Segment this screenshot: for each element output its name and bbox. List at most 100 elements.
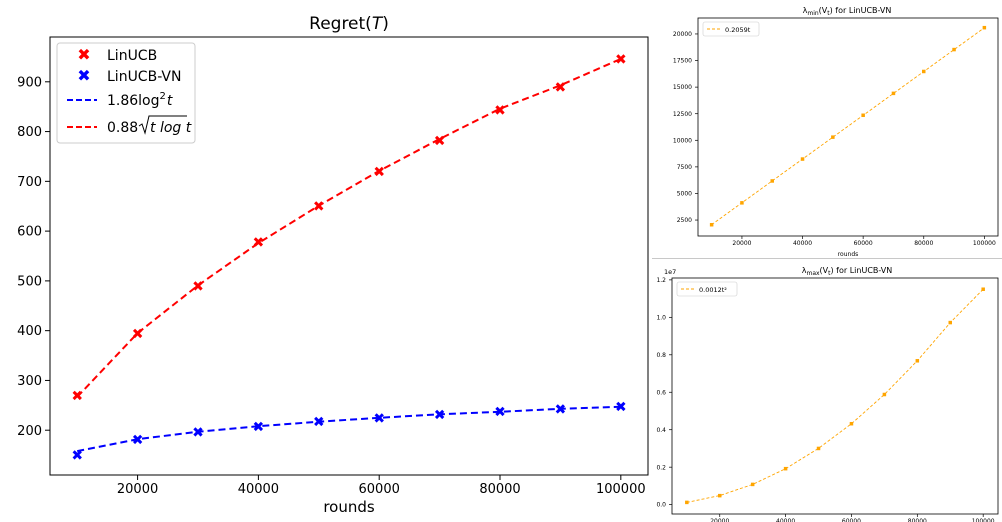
y-tick-label: 7500 <box>677 164 692 171</box>
y-tick-label: 500 <box>17 274 42 289</box>
y-tick-label: 1.0 <box>656 314 666 321</box>
x-tick-label: 60000 <box>359 482 400 497</box>
x-tick-label: 60000 <box>842 518 861 522</box>
data-point-square-marker <box>915 359 920 363</box>
y-tick-label: 900 <box>17 75 42 90</box>
x-tick-label: 40000 <box>238 482 279 497</box>
data-point-x-marker: ✖ <box>555 80 567 96</box>
data-point-square-marker <box>948 320 953 325</box>
legend-box <box>676 281 738 297</box>
lambda-min-chart: λmin(Vt) for LinUCB-VN 20000 40000 60000 80… <box>673 6 999 258</box>
data-point-square-marker <box>882 392 887 397</box>
data-point-x-marker: ✖ <box>132 327 144 343</box>
legend-label-radicand: t log t <box>150 120 192 136</box>
legend-marker-x-icon: ✖ <box>77 66 90 85</box>
data-point-square-marker <box>770 179 774 183</box>
y-tick-label: 20000 <box>673 31 692 38</box>
data-point-x-marker: ✖ <box>192 279 204 295</box>
x-axis-label: rounds <box>838 251 859 258</box>
plot-area: 20000 40000 60000 80000 100000 0.0 0.2 0.4 0.6 0.… <box>656 277 994 522</box>
legend-label: LinUCB-VN <box>107 69 181 85</box>
x-tick-label: 100000 <box>972 518 995 522</box>
lambda-max-chart: λmax(Vt) for LinUCB-VN 1e7 20000 40000 600… <box>656 266 999 522</box>
data-point-square-marker <box>849 421 854 426</box>
y-tick-label: 0.6 <box>656 389 666 396</box>
y-tick-label: 700 <box>17 175 42 190</box>
data-point-square-marker <box>861 113 865 118</box>
data-point-square-marker <box>922 69 926 74</box>
chart-title: λmax(Vt) for LinUCB-VN <box>802 266 893 277</box>
plot-frame <box>49 36 649 476</box>
chart-title: λmin(Vt) for LinUCB-VN <box>803 6 892 17</box>
legend-label-coef: 0.88 <box>107 120 138 136</box>
y-tick-label: 300 <box>17 374 42 389</box>
data-point-square-marker <box>717 493 722 498</box>
y-tick-label: 15000 <box>673 84 692 91</box>
plot-area: 20000 40000 60000 80000 100000 200 300 400 500 60… <box>17 52 645 497</box>
data-point-x-marker: ✖ <box>253 235 265 251</box>
data-point-square-marker <box>952 47 956 52</box>
y-tick-label: 0.4 <box>656 427 666 434</box>
data-point-square-marker <box>800 157 805 161</box>
data-point-x-marker: ✖ <box>555 402 567 418</box>
x-tick-label: 20000 <box>732 240 751 247</box>
data-point-square-marker <box>783 466 788 471</box>
x-tick-label: 40000 <box>793 240 812 247</box>
legend-label: 0.2059t <box>725 26 751 34</box>
data-point-x-marker: ✖ <box>373 411 385 427</box>
data-point-x-marker: ✖ <box>615 52 627 68</box>
legend-label: 1.86log2t <box>107 91 173 109</box>
y-tick-label: 2500 <box>677 217 692 224</box>
regret-chart: Regret(T) 20000 40000 60000 80000 100000 200 3… <box>17 14 649 516</box>
legend-entry-linucb: ✖ LinUCB <box>77 45 157 64</box>
y-tick-label: 0.0 <box>656 502 666 509</box>
x-tick-label: 20000 <box>117 482 158 497</box>
x-tick-label: 80000 <box>914 240 933 247</box>
series-line <box>77 405 621 453</box>
legend-entry-linucb-vn: ✖ LinUCB-VN <box>77 66 181 85</box>
data-point-x-marker: ✖ <box>615 399 627 415</box>
legend: 0.2059t <box>702 21 760 37</box>
y-tick-label: 200 <box>17 424 42 439</box>
legend-box <box>56 42 196 144</box>
data-point-square-marker <box>982 25 987 30</box>
data-point-x-marker: ✖ <box>71 448 83 464</box>
y-tick-label: 10000 <box>673 137 692 144</box>
legend-label: 0.0012t² <box>699 286 727 294</box>
data-point-x-marker: ✖ <box>253 419 265 435</box>
legend-entry-log-squared: 1.86log2t <box>67 91 173 109</box>
x-tick-label: 80000 <box>479 482 520 497</box>
series-line <box>76 57 622 398</box>
data-point-x-marker: ✖ <box>434 407 446 423</box>
x-axis-label: rounds <box>323 498 375 516</box>
panel-separator <box>652 258 1002 259</box>
data-point-square-marker <box>891 91 896 96</box>
data-point-square-marker <box>709 222 714 227</box>
y-tick-label: 0.2 <box>656 464 666 471</box>
x-tick-label: 40000 <box>776 518 795 522</box>
legend: 0.0012t² <box>676 281 738 297</box>
y-tick-label: 12500 <box>673 111 692 118</box>
y-offset-label: 1e7 <box>664 268 676 276</box>
legend-entry-sqrt: 0.88 t log t <box>67 115 192 136</box>
legend-marker-x-icon: ✖ <box>77 45 90 64</box>
data-point-square-marker <box>685 500 689 505</box>
data-point-x-marker: ✖ <box>494 404 506 420</box>
data-point-square-marker <box>981 287 985 291</box>
data-point-square-marker <box>750 482 755 487</box>
legend: ✖ LinUCB ✖ LinUCB-VN 1.86log2t 0.88 t lo… <box>56 42 196 144</box>
sqrt-sign-icon <box>138 115 187 135</box>
x-tick-label: 20000 <box>710 518 729 522</box>
legend-label: LinUCB <box>107 48 157 64</box>
plot-area: 20000 40000 60000 80000 100000 2500 5000 7500 10… <box>673 25 996 247</box>
chart-title: Regret(T) <box>309 14 389 34</box>
data-point-x-marker: ✖ <box>192 425 204 441</box>
series-line <box>686 288 984 503</box>
y-tick-label: 5000 <box>677 191 692 198</box>
data-point-square-marker <box>831 135 835 139</box>
series-line <box>711 27 985 226</box>
plot-frame <box>671 277 999 515</box>
legend-box <box>702 21 760 37</box>
x-tick-label: 100000 <box>973 240 996 247</box>
data-point-square-marker <box>816 446 821 451</box>
